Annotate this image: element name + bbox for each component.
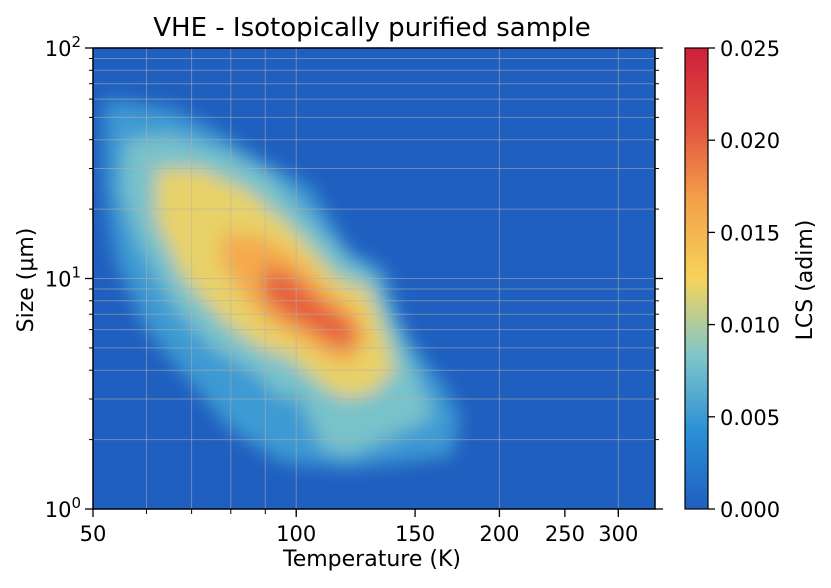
x-tick-label: 50 xyxy=(80,522,107,546)
grid xyxy=(93,48,655,509)
contour-region-5 xyxy=(262,264,360,348)
chart-title: VHE - Isotopically purified sample xyxy=(153,13,591,43)
y-axis-label: Size (μm) xyxy=(14,228,39,333)
colorbar xyxy=(684,47,709,510)
colorbar-tick-label: 0.005 xyxy=(720,406,780,430)
plot-frame xyxy=(92,47,656,510)
contour-layer xyxy=(104,99,461,469)
x-tick-label: 300 xyxy=(598,522,638,546)
y-tick-label: 100 xyxy=(45,494,81,522)
colorbar-tick-label: 0.015 xyxy=(720,221,780,245)
y-tick-label: 101 xyxy=(45,264,81,292)
y-tick-label: 102 xyxy=(45,33,81,61)
x-tick-label: 100 xyxy=(276,522,316,546)
x-tick-label: 250 xyxy=(545,522,585,546)
colorbar-tick-label: 0.000 xyxy=(720,498,780,522)
colorbar-ticks: 0.000 0.005 0.010 0.015 0.020 0.025 xyxy=(708,37,780,522)
colorbar-tick-label: 0.010 xyxy=(720,314,780,338)
x-tick-label: 200 xyxy=(479,522,519,546)
colorbar-label: LCS (adim) xyxy=(793,220,818,341)
x-axis-label: Temperature (K) xyxy=(282,547,461,572)
x-tick-label: 150 xyxy=(395,522,435,546)
colorbar-tick-label: 0.025 xyxy=(720,37,780,61)
colorbar-tick-label: 0.020 xyxy=(720,129,780,153)
